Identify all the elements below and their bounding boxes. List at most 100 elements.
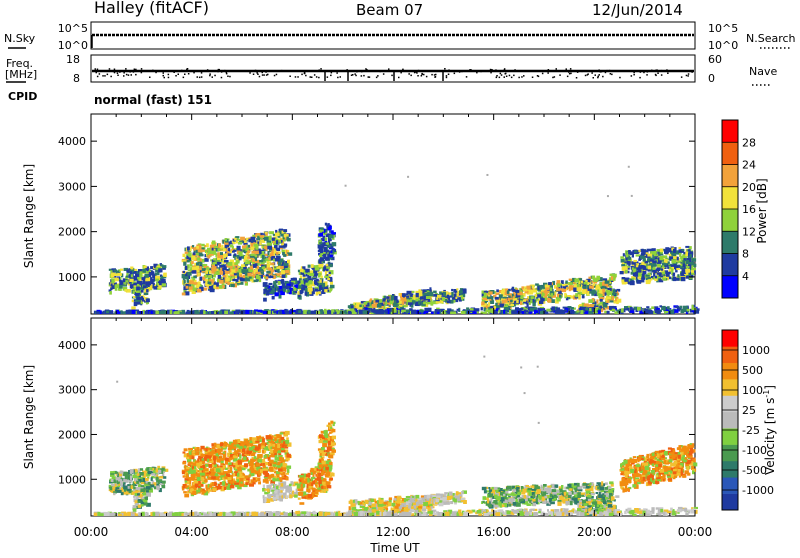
nave-point — [316, 76, 318, 78]
data-cell — [582, 286, 586, 289]
data-cell — [303, 310, 307, 314]
nave-point — [538, 76, 540, 78]
data-cell — [655, 310, 659, 313]
power-colorbar-tick-label: 12 — [742, 225, 756, 238]
data-cell — [433, 291, 437, 294]
data-cell — [298, 295, 300, 298]
data-cell — [657, 272, 662, 274]
data-cell — [661, 268, 663, 270]
nave-point — [548, 69, 550, 71]
data-cell — [320, 227, 323, 229]
nave-point — [129, 71, 131, 73]
nave-point — [201, 76, 203, 78]
data-cell — [167, 312, 169, 314]
data-cell — [457, 309, 460, 311]
nave-point — [135, 71, 137, 73]
data-cell — [254, 280, 258, 282]
nave-point — [429, 71, 431, 73]
nave-point — [209, 75, 211, 77]
data-cell — [515, 310, 517, 314]
data-cell — [643, 309, 648, 313]
data-cell — [558, 291, 562, 294]
nave-point — [340, 70, 342, 72]
data-cell — [623, 253, 625, 256]
data-cell — [429, 287, 431, 291]
data-cell — [155, 311, 159, 314]
data-cell — [637, 307, 641, 311]
nave-point — [431, 74, 433, 76]
data-cell — [117, 490, 122, 493]
data-cell — [641, 279, 644, 282]
nave-point — [383, 73, 385, 75]
data-cell — [457, 293, 459, 297]
data-cell — [285, 431, 290, 435]
data-cell — [153, 311, 155, 314]
data-cell — [142, 298, 144, 302]
data-cell — [250, 254, 255, 256]
data-cell — [279, 295, 282, 299]
data-cell — [686, 309, 689, 311]
nave-point — [421, 75, 423, 77]
data-cell — [202, 277, 205, 281]
data-cell — [146, 481, 148, 484]
data-cell — [275, 233, 280, 237]
data-cell — [654, 271, 657, 273]
nave-point — [110, 76, 112, 78]
data-cell — [633, 269, 635, 272]
data-cell — [185, 312, 190, 314]
nave-point — [500, 73, 502, 75]
nave-point — [352, 74, 354, 76]
cpid-value: normal (fast) 151 — [94, 93, 212, 107]
nave-point — [591, 72, 593, 74]
nave-point — [186, 69, 188, 71]
power-colorbar-tick-label: 16 — [742, 203, 756, 216]
data-cell — [244, 446, 247, 448]
nave-point — [117, 73, 119, 75]
data-cell — [427, 302, 432, 304]
data-cell — [320, 276, 323, 279]
data-cell — [188, 252, 192, 256]
nsearch-label: N.Search — [746, 32, 796, 45]
nave-point — [542, 73, 544, 75]
data-cell — [145, 478, 149, 481]
data-cell — [621, 259, 625, 263]
nave-point — [259, 76, 261, 78]
data-cell — [266, 234, 268, 236]
data-cell — [557, 283, 559, 287]
data-cell — [233, 266, 235, 269]
data-cell — [286, 237, 289, 241]
nave-point — [327, 76, 329, 78]
nave-point — [361, 71, 363, 73]
data-cell — [633, 260, 637, 262]
data-cell — [150, 266, 153, 269]
data-cell — [690, 254, 692, 257]
nave-point — [320, 71, 322, 73]
data-cell — [187, 272, 191, 276]
nsky-tick-low: 10^0 — [58, 39, 88, 52]
nave-point — [666, 69, 668, 71]
data-cell — [318, 233, 322, 236]
nave-point — [657, 73, 659, 75]
data-cell — [315, 282, 319, 285]
y-tick-label: 4000 — [58, 135, 86, 148]
data-cell — [141, 488, 146, 492]
data-cell — [151, 477, 153, 481]
data-cell — [662, 278, 666, 280]
data-cell — [237, 277, 240, 280]
data-cell — [536, 310, 539, 313]
data-cell — [515, 290, 519, 293]
data-cell — [269, 292, 272, 294]
data-cell — [685, 269, 690, 273]
nave-point — [297, 76, 299, 78]
data-cell — [298, 310, 301, 313]
nave-point — [345, 71, 347, 73]
data-cell — [155, 272, 160, 275]
data-cell — [520, 308, 523, 310]
nave-point — [388, 68, 390, 70]
data-cell — [243, 456, 246, 460]
nave-point — [461, 71, 463, 73]
nave-point — [107, 74, 109, 76]
data-cell — [512, 294, 514, 297]
